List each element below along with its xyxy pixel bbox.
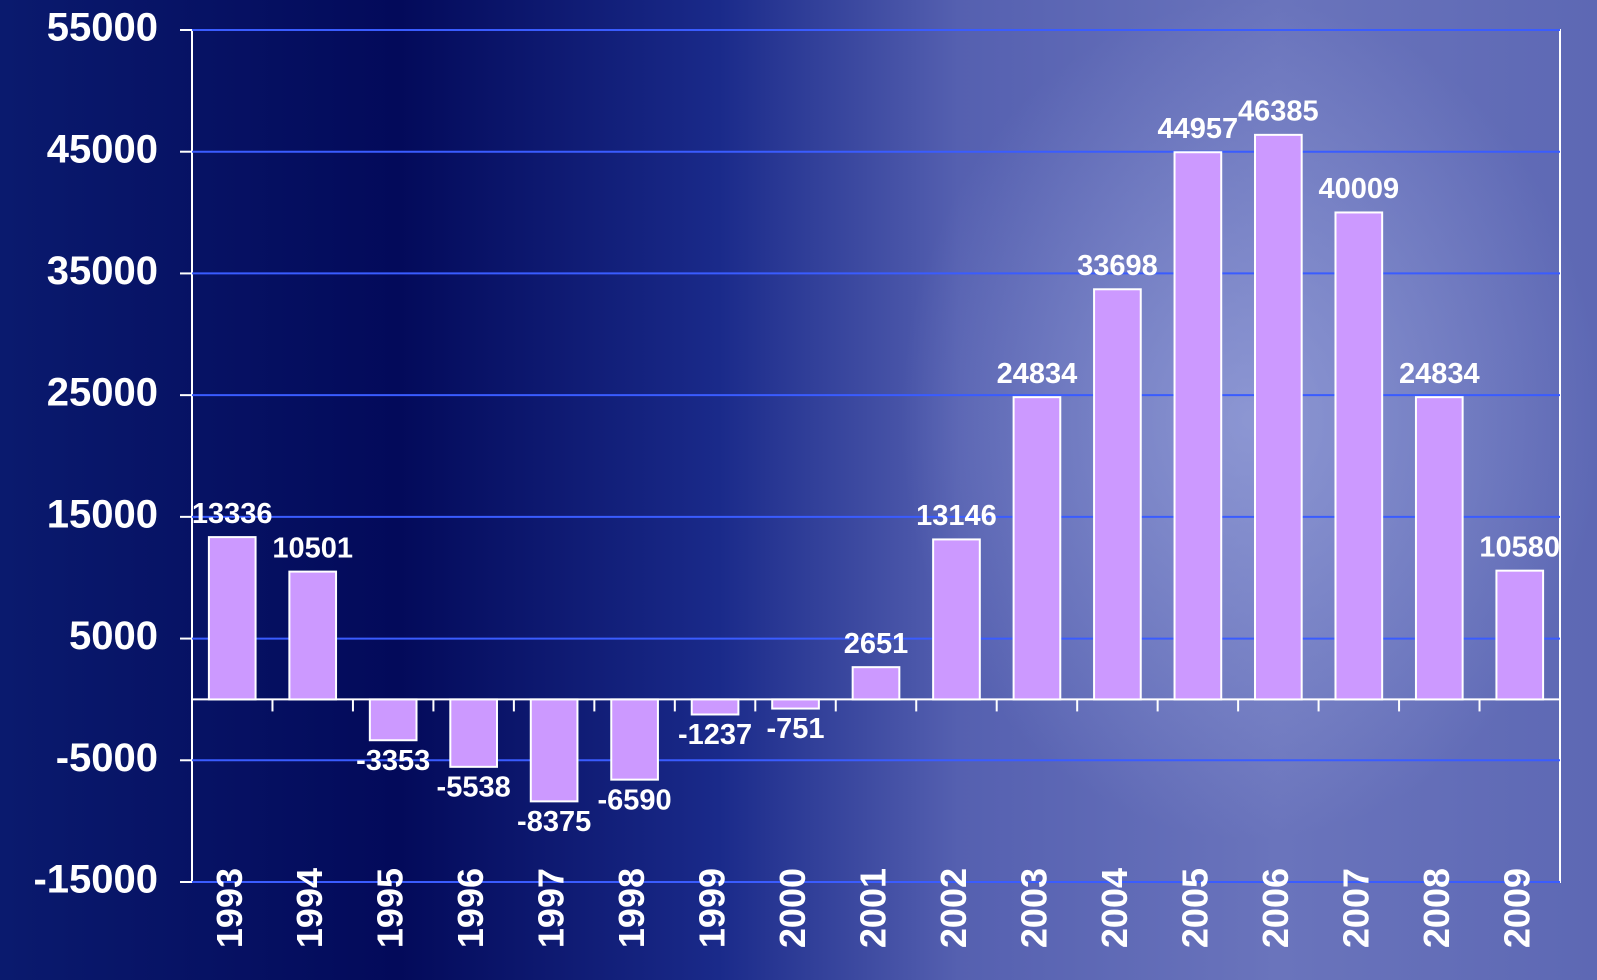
- y-tick-label: 5000: [69, 614, 158, 658]
- bar: [529, 698, 579, 803]
- bar: [690, 698, 740, 716]
- bar: [1495, 569, 1545, 701]
- value-label: -1237: [678, 719, 752, 751]
- value-label: 10580: [1479, 531, 1560, 563]
- bar: [932, 538, 981, 701]
- bar: [207, 536, 257, 701]
- bar: [610, 698, 659, 781]
- bar: [1093, 288, 1142, 701]
- bar: [771, 698, 820, 710]
- value-label: 24834: [1399, 358, 1480, 390]
- x-tick-label: 2000: [772, 868, 813, 948]
- x-tick-label: 1995: [370, 868, 411, 948]
- x-tick-label: 2008: [1416, 868, 1457, 948]
- bar: [1334, 211, 1384, 701]
- x-tick-label: 2009: [1496, 868, 1537, 948]
- bar: [1414, 396, 1464, 701]
- x-tick-label: 2006: [1255, 868, 1296, 948]
- value-label: 2651: [844, 628, 909, 660]
- value-label: -5538: [437, 771, 511, 803]
- x-tick-label: 1994: [289, 868, 330, 948]
- value-label: 44957: [1158, 113, 1239, 145]
- x-tick-label: 2001: [853, 868, 894, 948]
- x-tick-label: 1993: [209, 868, 250, 948]
- value-label: 13336: [192, 498, 273, 530]
- y-tick-label: 55000: [47, 6, 158, 50]
- bar: [851, 666, 901, 701]
- value-label: 13146: [916, 500, 997, 532]
- value-label: -8375: [517, 806, 591, 838]
- value-label: -751: [767, 713, 825, 745]
- bar: [288, 570, 338, 701]
- bar: [449, 698, 498, 768]
- value-label: 33698: [1077, 250, 1158, 282]
- x-tick-label: 1997: [531, 868, 572, 948]
- x-tick-label: 1998: [611, 868, 652, 948]
- value-label: 10501: [272, 532, 353, 564]
- y-tick-label: 25000: [47, 371, 158, 415]
- x-tick-label: 2004: [1094, 868, 1135, 948]
- bar: [368, 698, 418, 742]
- bar: [1173, 151, 1223, 701]
- y-tick-label: -15000: [33, 858, 158, 902]
- value-label: 24834: [997, 358, 1078, 390]
- x-tick-label: 2005: [1174, 868, 1215, 948]
- y-tick-label: -5000: [56, 736, 158, 780]
- x-tick-label: 1999: [692, 868, 733, 948]
- y-tick-label: 15000: [47, 492, 158, 536]
- value-label: 40009: [1318, 173, 1399, 205]
- x-tick-label: 2002: [933, 868, 974, 948]
- y-tick-label: 35000: [47, 249, 158, 293]
- bar: [1012, 396, 1062, 701]
- bar: [1254, 133, 1303, 701]
- value-label: -3353: [356, 745, 430, 777]
- x-tick-label: 2007: [1335, 868, 1376, 948]
- value-label: -6590: [598, 784, 672, 816]
- x-tick-label: 2003: [1013, 868, 1054, 948]
- y-tick-label: 45000: [47, 127, 158, 171]
- value-label: 46385: [1238, 96, 1319, 128]
- x-tick-label: 1996: [450, 868, 491, 948]
